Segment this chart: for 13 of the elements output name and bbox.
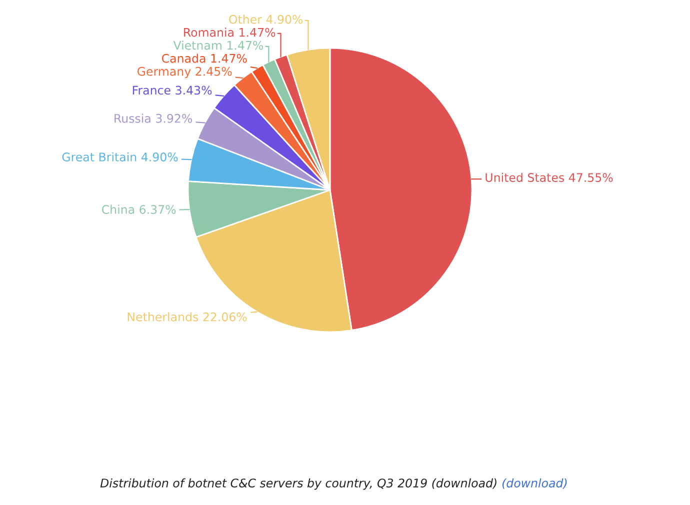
slice-label: Vietnam 1.47% (173, 40, 264, 50)
slice-label: Canada 1.47% (162, 54, 247, 63)
slice-label: Other 4.90% (229, 14, 303, 24)
slice-label: Romania 1.47% (184, 28, 276, 37)
slice-label: United States 47.55% (486, 172, 613, 182)
slice-label: France 3.43% (132, 86, 212, 95)
slice-label: Netherlands 22.06% (128, 312, 247, 322)
slice-label: China 6.37% (102, 204, 176, 214)
slice-label: Great Britain 4.90% (62, 152, 178, 162)
slice-label: Germany 2.45% (137, 66, 232, 78)
text: (download) (502, 478, 567, 489)
text: Distribution of botnet C&C servers by country, Q3 2019 (download) (100, 478, 496, 490)
slice-label: Russia 3.92% (114, 114, 192, 123)
